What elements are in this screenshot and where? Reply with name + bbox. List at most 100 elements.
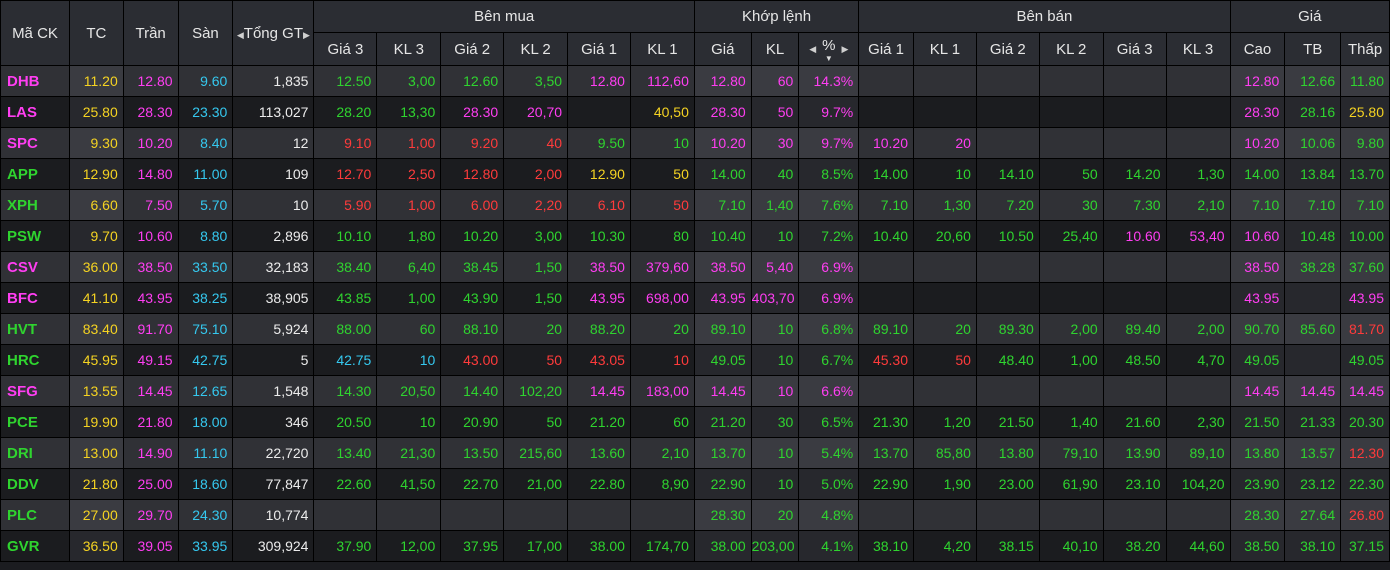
table-row[interactable]: HRC 45.95 49.15 42.75 5 42.75 10 43.00 50 43.05 10…	[0, 344, 1390, 376]
table-row[interactable]: SPC 9.30 10.20 8.40 12 9.10 1,00 9.20 40 9.50 10 10…	[0, 127, 1390, 159]
table-row[interactable]: HVT 83.40 91.70 75.10 5,924 88.00 60 88.10 20 88.…	[0, 313, 1390, 345]
match-vol-cell: 40	[750, 158, 800, 190]
symbol-cell[interactable]: APP	[0, 158, 70, 190]
ask-price-2-cell: 14.10	[975, 158, 1040, 190]
bid-vol-1-cell: 10	[629, 344, 695, 376]
header-match-vol-label: KL	[765, 40, 785, 58]
header-price-group-label: Giá	[1298, 8, 1322, 25]
symbol-cell[interactable]: DHB	[0, 65, 70, 97]
table-row[interactable]: APP 12.90 14.80 11.00 109 12.70 2,50 12.80 2,00 1…	[0, 158, 1390, 190]
header-bid-price-3[interactable]: Giá 3	[313, 32, 378, 66]
pct-next-icon[interactable]: ▶	[841, 43, 849, 54]
high-price-cell: 10.20	[1229, 127, 1286, 159]
header-ask-price-1[interactable]: Giá 1	[858, 32, 914, 66]
bid-vol-1-cell: 183,00	[629, 375, 695, 407]
header-symbol[interactable]: Mã CK	[0, 0, 70, 66]
header-bid-vol-1[interactable]: KL 1	[629, 32, 695, 66]
header-bid-vol-2[interactable]: KL 2	[503, 32, 569, 66]
header-ask-price-3[interactable]: Giá 3	[1102, 32, 1167, 66]
bid-price-1-cell: 43.95	[567, 282, 631, 314]
symbol-cell[interactable]: CSV	[0, 251, 70, 283]
header-bid-vol-3[interactable]: KL 3	[376, 32, 442, 66]
symbol-cell[interactable]: BFC	[0, 282, 70, 314]
table-row[interactable]: PLC 27.00 29.70 24.30 10,774 28.30 20 4.8% 28.30…	[0, 499, 1390, 531]
symbol-cell[interactable]: HVT	[0, 313, 70, 345]
table-row[interactable]: CSV 36.00 38.50 33.50 32,183 38.40 6,40 38.45 1,…	[0, 251, 1390, 283]
header-floor[interactable]: Sàn	[177, 0, 234, 66]
ask-price-1-cell: 10.40	[858, 220, 914, 252]
ask-vol-2-cell	[1038, 499, 1104, 531]
sort-desc-icon[interactable]: ▼	[824, 53, 833, 63]
total-value-cell: 309,924	[232, 530, 315, 562]
symbol-cell[interactable]: DDV	[0, 468, 70, 500]
board-body: DHB 11.20 12.80 9.60 1,835 12.50 3,00 12.60 3,50…	[0, 65, 1390, 562]
table-row[interactable]: PCE 19.90 21.80 18.00 346 20.50 10 20.90 50 21.20…	[0, 406, 1390, 438]
symbol-cell[interactable]: DRI	[0, 437, 70, 469]
match-vol-cell: 403,70	[750, 282, 800, 314]
header-low[interactable]: Thấp	[1340, 32, 1390, 66]
header-ceiling[interactable]: Trần	[122, 0, 179, 66]
ask-vol-2-cell: 40,10	[1038, 530, 1104, 562]
match-pct-cell: 6.9%	[798, 251, 860, 283]
header-ask-vol-2[interactable]: KL 2	[1038, 32, 1104, 66]
bid-vol-1-cell: 112,60	[629, 65, 695, 97]
header-ask-vol-1[interactable]: KL 1	[913, 32, 977, 66]
table-row[interactable]: SFG 13.55 14.45 12.65 1,548 14.30 20,50 14.40 10…	[0, 375, 1390, 407]
table-row[interactable]: GVR 36.50 39.05 33.95 309,924 37.90 12,00 37.95…	[0, 530, 1390, 562]
floor-price-cell: 18.00	[177, 406, 234, 438]
ask-vol-2-cell	[1038, 251, 1104, 283]
header-ref[interactable]: TC	[68, 0, 124, 66]
high-price-cell: 43.95	[1229, 282, 1286, 314]
symbol-cell[interactable]: SPC	[0, 127, 70, 159]
symbol-cell[interactable]: GVR	[0, 530, 70, 562]
table-row[interactable]: DRI 13.00 14.90 11.10 22,720 13.40 21,30 13.50 2…	[0, 437, 1390, 469]
bid-vol-3-cell: 3,00	[376, 65, 442, 97]
ask-price-1-cell: 45.30	[858, 344, 914, 376]
header-bid-price-1[interactable]: Giá 1	[567, 32, 631, 66]
table-row[interactable]: BFC 41.10 43.95 38.25 38,905 43.85 1,00 43.90 1,…	[0, 282, 1390, 314]
symbol-cell[interactable]: HRC	[0, 344, 70, 376]
ask-vol-1-cell	[913, 65, 977, 97]
avg-price-cell: 13.57	[1284, 437, 1342, 469]
floor-price-cell: 11.10	[177, 437, 234, 469]
ceiling-price-cell: 39.05	[122, 530, 179, 562]
table-row[interactable]: DDV 21.80 25.00 18.60 77,847 22.60 41,50 22.70 2…	[0, 468, 1390, 500]
bid-vol-3-cell: 21,30	[376, 437, 442, 469]
table-row[interactable]: LAS 25.80 28.30 23.30 113,027 28.20 13,30 28.30…	[0, 96, 1390, 128]
header-avg[interactable]: TB	[1284, 32, 1342, 66]
table-row[interactable]: PSW 9.70 10.60 8.80 2,896 10.10 1,80 10.20 3,00 1…	[0, 220, 1390, 252]
symbol-cell[interactable]: PCE	[0, 406, 70, 438]
header-match-pct[interactable]: ◀ % ▼ ▶	[798, 32, 860, 66]
table-row[interactable]: XPH 6.60 7.50 5.70 10 5.90 1,00 6.00 2,20 6.10 50 7…	[0, 189, 1390, 221]
symbol-cell[interactable]: SFG	[0, 375, 70, 407]
symbol-cell[interactable]: PLC	[0, 499, 70, 531]
match-vol-cell: 50	[750, 96, 800, 128]
scroll-left-icon[interactable]: ◀	[236, 29, 244, 40]
header-high[interactable]: Cao	[1229, 32, 1286, 66]
header-match-price[interactable]: Giá	[693, 32, 752, 66]
header-bid-price-1-label: Giá 1	[581, 40, 617, 58]
bid-price-1-cell: 12.80	[567, 65, 631, 97]
header-total[interactable]: ◀Tổng GT▶	[232, 0, 315, 66]
pct-prev-icon[interactable]: ◀	[809, 43, 817, 54]
header-ask-vol-3[interactable]: KL 3	[1165, 32, 1231, 66]
bid-price-3-cell: 42.75	[313, 344, 378, 376]
symbol-cell[interactable]: LAS	[0, 96, 70, 128]
header-match-group: Khớp lệnh	[693, 0, 860, 33]
table-row[interactable]: DHB 11.20 12.80 9.60 1,835 12.50 3,00 12.60 3,50…	[0, 65, 1390, 97]
match-pct-cell: 14.3%	[798, 65, 860, 97]
header-bid-price-2[interactable]: Giá 2	[440, 32, 505, 66]
symbol-cell[interactable]: XPH	[0, 189, 70, 221]
ceiling-price-cell: 49.15	[122, 344, 179, 376]
header-match-vol[interactable]: KL	[750, 32, 800, 66]
ceiling-price-cell: 7.50	[122, 189, 179, 221]
header-ask-price-2[interactable]: Giá 2	[975, 32, 1040, 66]
ceiling-price-cell: 10.60	[122, 220, 179, 252]
symbol-cell[interactable]: PSW	[0, 220, 70, 252]
floor-price-cell: 5.70	[177, 189, 234, 221]
scroll-right-icon[interactable]: ▶	[302, 29, 310, 40]
low-price-cell: 81.70	[1340, 313, 1390, 345]
header-symbol-label: Mã CK	[12, 24, 58, 42]
ask-vol-3-cell: 44,60	[1165, 530, 1231, 562]
bid-price-3-cell: 12.50	[313, 65, 378, 97]
